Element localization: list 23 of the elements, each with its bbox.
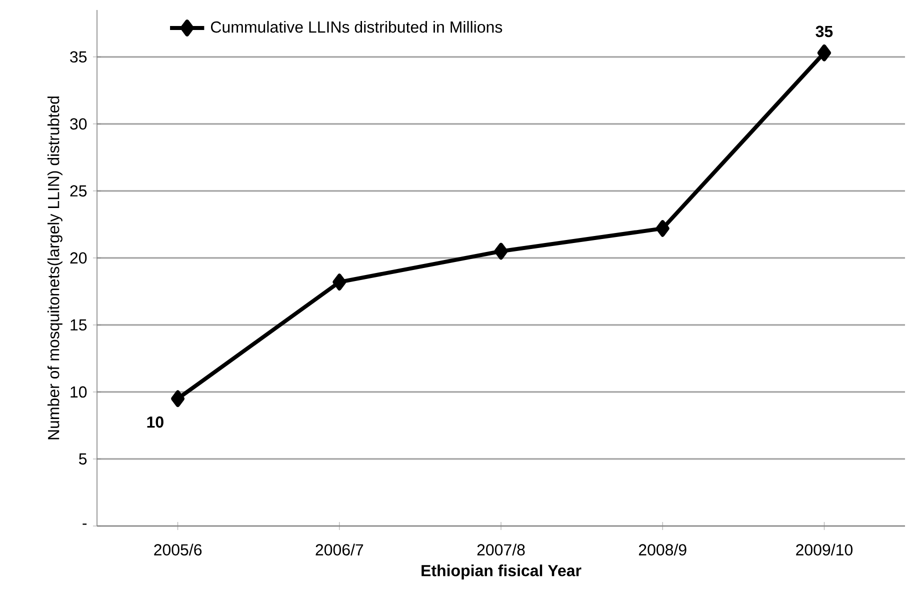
y-tick-label: 10 bbox=[70, 386, 87, 398]
data-label: 10 bbox=[147, 416, 164, 428]
point bbox=[332, 274, 346, 290]
y-tick-label: 35 bbox=[70, 51, 87, 63]
y-tick-label: - bbox=[82, 524, 87, 525]
y-tick-label: 15 bbox=[70, 319, 87, 331]
y-tick-label: 5 bbox=[79, 453, 87, 465]
x-tick-label: 2008/9 bbox=[638, 544, 686, 556]
legend-label: Cummulative LLINs distributed in Millions bbox=[211, 20, 502, 33]
point bbox=[171, 390, 185, 408]
y-tick-label: 25 bbox=[70, 185, 87, 197]
x-axis-title: Ethiopian fisical Year bbox=[422, 564, 582, 580]
y-axis-title: Number of mosquitonets(largely LLIN) distrubted bbox=[47, 96, 62, 440]
x-tick-label: 2007/8 bbox=[477, 544, 525, 556]
x-tick-label: 2006/7 bbox=[316, 544, 364, 556]
y-tick-label: 30 bbox=[70, 118, 87, 130]
x-tick-label: 2009/10 bbox=[796, 544, 853, 556]
data-label: 35 bbox=[816, 26, 833, 38]
point bbox=[494, 242, 508, 260]
x-tick-label: 2005/6 bbox=[154, 544, 202, 556]
y-tick-label: 20 bbox=[70, 252, 87, 264]
point bbox=[656, 220, 670, 237]
point bbox=[817, 44, 832, 62]
